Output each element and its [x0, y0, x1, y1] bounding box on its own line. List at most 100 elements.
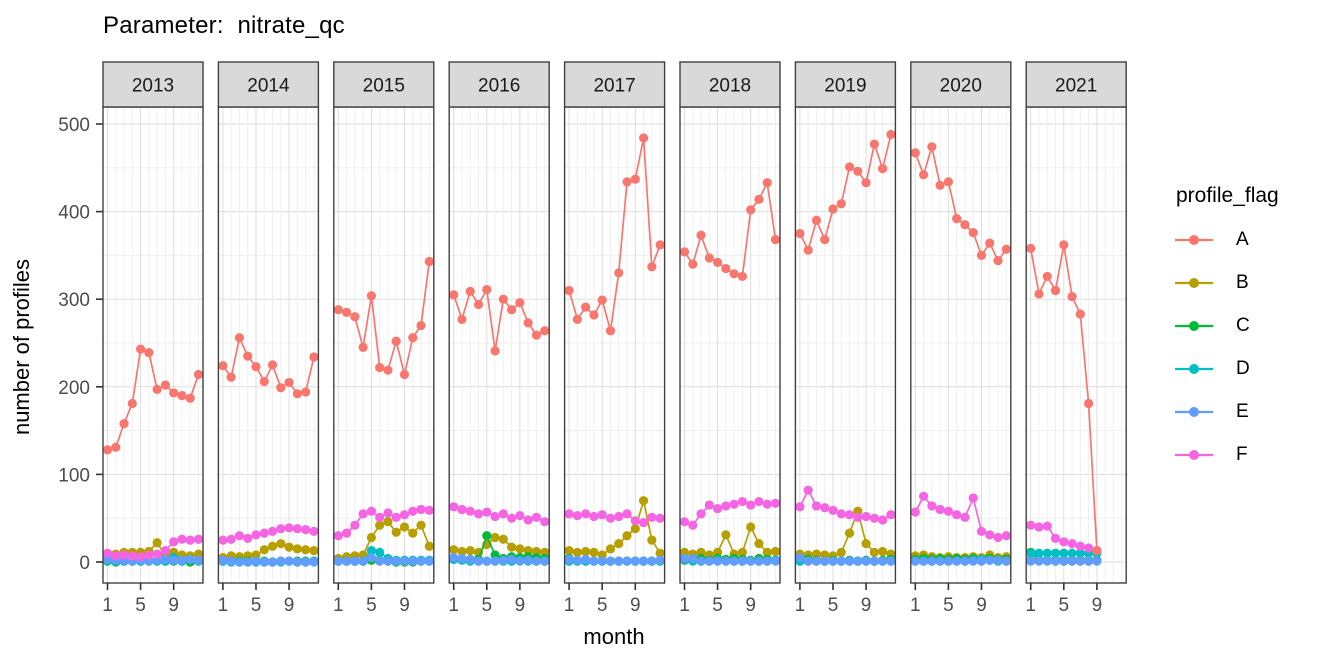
data-point-2021-E-m9	[1092, 556, 1102, 566]
data-point-2013-B-m7	[152, 538, 162, 548]
x-axis-tick-label: 5	[366, 595, 377, 616]
data-point-2017-A-m1	[564, 285, 574, 296]
data-point-2017-F-m4	[589, 511, 599, 522]
data-point-2017-E-m5	[597, 556, 607, 566]
data-point-2013-E-m8	[160, 554, 171, 564]
data-point-2016-F-m11	[531, 512, 542, 522]
data-point-2015-B-m12	[424, 541, 434, 551]
data-point-2014-F-m9	[284, 523, 294, 533]
data-point-2021-D-m5	[1059, 548, 1069, 558]
x-axis-tick-label: 1	[679, 595, 690, 616]
data-point-2015-B-m11	[416, 520, 426, 530]
data-point-2018-F-m8	[737, 496, 748, 507]
data-point-2013-F-m6	[144, 550, 154, 560]
data-point-2016-E-m6	[490, 556, 500, 566]
data-point-2015-F-m1	[333, 531, 343, 541]
data-point-2016-A-m5	[482, 284, 492, 295]
data-point-2020-F-m9	[976, 526, 987, 536]
data-point-2018-F-m12	[770, 498, 781, 508]
y-axis-tick-label: 100	[58, 465, 90, 486]
data-point-2016-B-m3	[465, 546, 475, 556]
data-point-2014-F-m8	[276, 524, 286, 534]
data-point-2016-F-m1	[449, 502, 459, 512]
data-point-2017-F-m7	[614, 511, 624, 522]
data-point-2019-A-m2	[803, 245, 813, 255]
data-point-2019-A-m6	[836, 199, 846, 209]
data-point-2019-F-m10	[869, 513, 879, 523]
data-point-2014-A-m2	[226, 372, 236, 382]
data-point-2016-F-m8	[507, 513, 517, 523]
data-point-2013-A-m8	[160, 380, 171, 390]
data-point-2015-D-m5	[366, 546, 376, 556]
data-point-2015-B-m8	[391, 527, 401, 537]
data-point-2020-F-m4	[935, 504, 945, 515]
legend-key-icon-F	[1175, 450, 1213, 460]
data-point-2018-B-m10	[754, 539, 764, 549]
x-axis-tick-label: 1	[564, 595, 575, 616]
data-point-2014-A-m5	[251, 362, 261, 372]
x-axis-tick-label: 9	[1092, 595, 1103, 616]
data-point-2018-A-m10	[754, 194, 764, 204]
y-axis-tick-label: 300	[58, 290, 90, 311]
data-point-2016-F-m10	[523, 515, 533, 525]
data-point-2021-D-m1	[1026, 548, 1036, 558]
data-point-2015-E-m4	[358, 556, 368, 566]
data-point-2020-A-m7	[960, 220, 970, 230]
facet-strip-label-2014: 2014	[247, 76, 290, 97]
facet-panel-bg-2021	[1026, 107, 1127, 583]
data-point-2020-F-m6	[952, 510, 962, 520]
data-point-2017-E-m11	[647, 556, 657, 566]
data-point-2014-A-m11	[301, 387, 311, 397]
data-point-2021-E-m4	[1050, 556, 1061, 566]
data-point-2018-A-m4	[704, 253, 714, 263]
data-point-2020-A-m11	[993, 256, 1003, 266]
data-point-2014-F-m7	[267, 526, 278, 536]
data-point-2015-F-m11	[416, 504, 426, 515]
data-point-2015-E-m6	[375, 556, 385, 566]
data-point-2013-A-m4	[127, 398, 137, 409]
data-point-2020-E-m1	[910, 556, 920, 566]
data-point-2013-F-m12	[193, 534, 204, 544]
data-point-2015-E-m2	[341, 556, 352, 566]
data-point-2018-B-m11	[762, 547, 772, 557]
data-point-2014-E-m10	[292, 557, 302, 567]
data-point-2016-B-m9	[515, 544, 525, 554]
data-point-2013-A-m2	[111, 442, 121, 452]
data-point-2016-B-m7	[498, 534, 508, 544]
data-point-2014-A-m7	[267, 360, 278, 370]
data-point-2017-B-m10	[638, 496, 649, 506]
data-point-2021-F-m1	[1026, 520, 1036, 530]
data-point-2015-E-m11	[416, 556, 426, 566]
data-point-2013-F-m9	[169, 537, 179, 547]
data-point-2017-E-m6	[605, 556, 616, 566]
data-point-2015-B-m9	[399, 522, 410, 532]
data-point-2013-E-m12	[193, 555, 204, 565]
legend-label-C: C	[1236, 315, 1250, 336]
data-point-2018-E-m8	[737, 556, 748, 566]
data-point-2013-A-m5	[135, 344, 146, 354]
data-point-2016-E-m8	[507, 554, 517, 564]
data-point-2021-F-m7	[1075, 541, 1085, 551]
data-point-2020-F-m7	[960, 512, 970, 522]
data-point-2015-F-m3	[350, 520, 360, 530]
data-point-2020-F-m5	[943, 506, 953, 516]
data-point-2015-F-m9	[399, 510, 410, 520]
facet-panel-bg-2019	[795, 107, 896, 583]
data-point-2019-E-m3	[811, 556, 822, 566]
data-point-2021-E-m1	[1026, 556, 1036, 566]
data-point-2019-B-m11	[878, 546, 888, 557]
data-point-2015-B-m10	[408, 528, 418, 538]
x-axis-tick-label: 5	[597, 595, 608, 616]
x-axis-tick-label: 1	[218, 595, 229, 616]
facet-strip-2020	[910, 61, 1012, 108]
data-point-2017-E-m2	[572, 555, 582, 565]
x-axis-tick-label: 1	[795, 595, 806, 616]
data-point-2021-E-m7	[1075, 556, 1085, 566]
data-point-2020-E-m4	[935, 556, 945, 566]
data-point-2017-B-m1	[564, 546, 574, 556]
data-point-2015-B-m7	[383, 517, 393, 527]
data-point-2016-C-m5	[482, 531, 492, 541]
data-point-2021-F-m6	[1067, 539, 1077, 549]
data-point-2020-A-m1	[910, 148, 920, 158]
